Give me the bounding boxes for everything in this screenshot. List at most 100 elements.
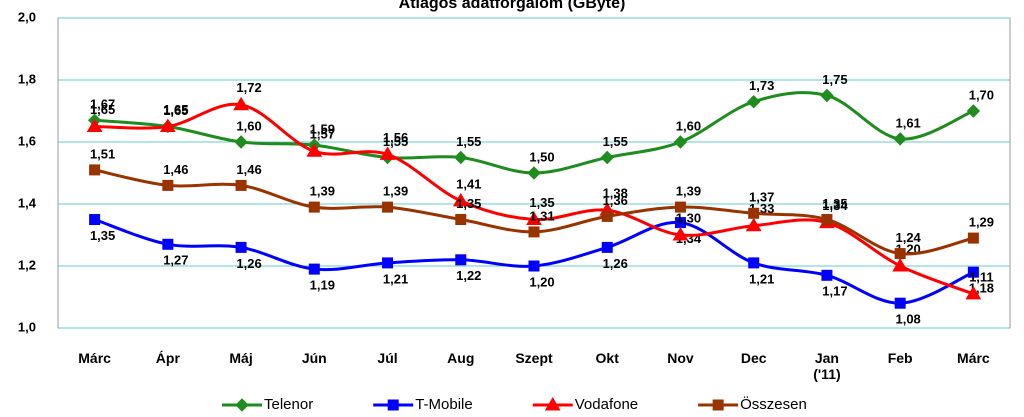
- data-label: 1,65: [163, 103, 188, 118]
- x-tick-label: Ápr: [155, 350, 180, 366]
- data-label: 1,55: [603, 134, 628, 149]
- y-tick-label: 2,0: [18, 9, 36, 24]
- data-label: 1,57: [310, 127, 335, 142]
- x-tick-label: Jún: [301, 350, 327, 366]
- point: [894, 297, 906, 309]
- point: [452, 192, 469, 207]
- x-tick-label: Márc: [957, 350, 990, 366]
- point: [600, 150, 614, 165]
- data-label: 1,27: [163, 253, 188, 268]
- point: [234, 135, 248, 149]
- point: [308, 263, 320, 275]
- legend-label: Vodafone: [575, 396, 638, 413]
- point: [306, 143, 323, 157]
- y-tick-label: 1,8: [18, 71, 36, 86]
- legend-marker: [544, 397, 561, 411]
- point: [673, 135, 688, 149]
- point: [455, 254, 467, 266]
- y-tick-label: 1,4: [18, 195, 37, 210]
- point: [672, 227, 689, 241]
- data-label: 1,35: [456, 196, 481, 211]
- data-label: 1,26: [603, 256, 628, 271]
- point: [379, 146, 396, 160]
- point: [527, 166, 541, 180]
- data-label: 1,35: [822, 196, 847, 211]
- data-label: 1,36: [603, 193, 628, 208]
- data-label: 1,35: [90, 228, 115, 243]
- x-tick-label: Dec: [740, 350, 767, 366]
- point: [892, 258, 909, 272]
- legend-label: T-Mobile: [415, 396, 473, 413]
- data-label: 1,56: [383, 130, 408, 145]
- data-label: 1,20: [529, 274, 554, 289]
- data-label: 1,67: [90, 97, 115, 112]
- data-label: 1,55: [456, 134, 481, 149]
- y-tick-label: 1,6: [18, 133, 36, 148]
- point: [966, 104, 981, 118]
- data-label: 1,29: [969, 215, 994, 230]
- data-label: 1,41: [456, 176, 481, 191]
- point: [820, 88, 834, 103]
- x-tick-label: Júl: [377, 350, 398, 366]
- data-label: 1,11: [969, 269, 994, 284]
- data-label: 1,46: [163, 162, 188, 177]
- point: [745, 217, 762, 232]
- point: [821, 269, 833, 281]
- point: [967, 266, 979, 278]
- point: [893, 132, 907, 146]
- data-label: 1,08: [895, 312, 920, 327]
- data-label: 1,30: [676, 210, 701, 225]
- x-tick-label: Jan ('11): [813, 350, 841, 382]
- data-label: 1,39: [383, 184, 408, 199]
- point: [674, 201, 686, 213]
- point: [601, 241, 613, 253]
- data-label: 1,72: [236, 80, 261, 95]
- point: [89, 214, 101, 225]
- point: [233, 96, 249, 111]
- point: [894, 248, 906, 260]
- data-label: 1,22: [456, 268, 481, 283]
- x-tick-label: Szept: [515, 350, 553, 366]
- data-label: 1,26: [236, 256, 261, 271]
- point: [454, 150, 468, 165]
- legend-marker: [712, 399, 724, 411]
- point: [382, 257, 394, 269]
- data-label: 1,55: [383, 134, 408, 149]
- data-label: 1,19: [310, 278, 335, 293]
- point: [746, 94, 761, 109]
- data-label: 1,17: [822, 284, 847, 299]
- data-label: 1,39: [676, 184, 701, 199]
- point: [528, 260, 540, 272]
- data-label: 1,34: [822, 198, 848, 213]
- data-label: 1,50: [529, 149, 554, 164]
- data-label: 1,73: [749, 78, 774, 93]
- point: [235, 179, 247, 191]
- legend-label: Összesen: [740, 395, 807, 413]
- point: [526, 211, 542, 225]
- point: [162, 238, 174, 250]
- x-tick-label: Aug: [447, 350, 475, 366]
- data-label: 1,35: [529, 195, 554, 210]
- chart-title: Átlagos adatforgalom (GByte): [399, 0, 626, 12]
- point: [89, 164, 101, 176]
- data-label: 1,65: [90, 102, 115, 117]
- x-tick-label: Okt: [595, 350, 619, 366]
- x-tick-label: Máj: [229, 350, 253, 366]
- data-label: 1,65: [163, 102, 188, 117]
- data-label: 1,24: [895, 230, 921, 245]
- legend-marker: [387, 399, 399, 411]
- data-label: 1,60: [676, 118, 701, 133]
- point: [235, 241, 247, 253]
- data-label: 1,61: [895, 115, 920, 130]
- point: [601, 210, 613, 222]
- point: [528, 226, 540, 238]
- point: [965, 285, 982, 300]
- point: [748, 257, 760, 269]
- legend-marker: [235, 398, 249, 412]
- data-label: 1,38: [603, 186, 628, 201]
- data-label: 1,46: [236, 162, 261, 177]
- x-tick-label: Márc: [78, 350, 111, 366]
- legend-label: Telenor: [264, 396, 313, 413]
